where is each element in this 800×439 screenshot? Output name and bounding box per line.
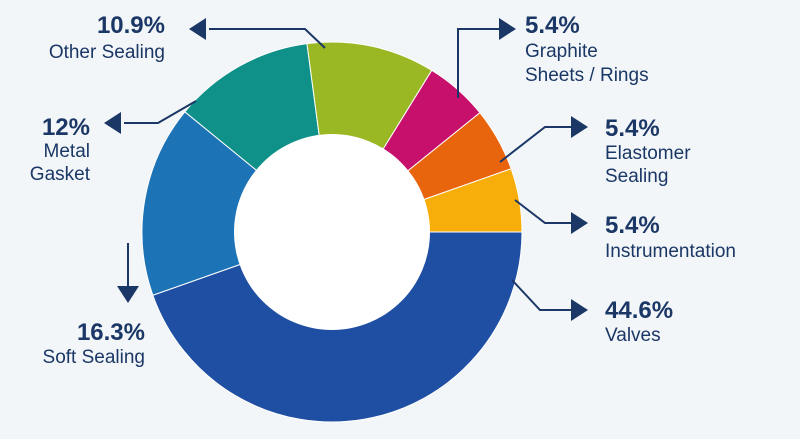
arrowhead-elastomer-sealing [571, 116, 588, 138]
arrowhead-valves [571, 299, 588, 321]
leader-line-elastomer-sealing [499, 126, 572, 163]
category-label-soft-sealing: Soft Sealing [43, 347, 145, 368]
percent-label-other-sealing: 10.9% [97, 12, 165, 39]
arrowhead-other-sealing [189, 18, 206, 40]
arrowhead-instrumentation [571, 212, 588, 234]
percent-label-instrumentation: 5.4% [605, 212, 660, 239]
percent-label-graphite-sheets-rings: 5.4% [525, 12, 580, 39]
category-label-graphite-sheets-rings: Graphite [525, 41, 598, 62]
arrowhead-graphite-sheets-rings [499, 18, 516, 40]
category-label-elastomer-sealing: Sealing [605, 166, 668, 187]
leader-line-valves [511, 279, 572, 311]
category-label-elastomer-sealing: Elastomer [605, 143, 691, 164]
category-label-metal-gasket: Metal [44, 141, 90, 162]
percent-label-soft-sealing: 16.3% [77, 319, 145, 346]
leader-line-graphite-sheets-rings [457, 28, 500, 98]
category-label-metal-gasket: Gasket [30, 164, 91, 185]
arrowhead-metal-gasket [104, 112, 121, 134]
leader-line-metal-gasket [124, 100, 197, 124]
category-label-graphite-sheets-rings: Sheets / Rings [525, 65, 649, 86]
category-label-instrumentation: Instrumentation [605, 241, 736, 262]
category-label-other-sealing: Other Sealing [49, 42, 165, 63]
percent-label-valves: 44.6% [605, 297, 673, 324]
category-label-valves: Valves [605, 325, 661, 346]
leader-line-other-sealing [209, 28, 326, 49]
slice-labels: 44.6%Valves 16.3%Soft Sealing 12%MetalGask… [30, 12, 736, 368]
percent-label-metal-gasket: 12% [42, 114, 90, 141]
leader-line-instrumentation [514, 199, 572, 224]
slice-soft-sealing [141, 111, 334, 296]
donut-hole [234, 134, 430, 330]
leader-lines [104, 18, 588, 321]
percent-label-elastomer-sealing: 5.4% [605, 115, 660, 142]
arrowhead-soft-sealing [117, 286, 139, 303]
